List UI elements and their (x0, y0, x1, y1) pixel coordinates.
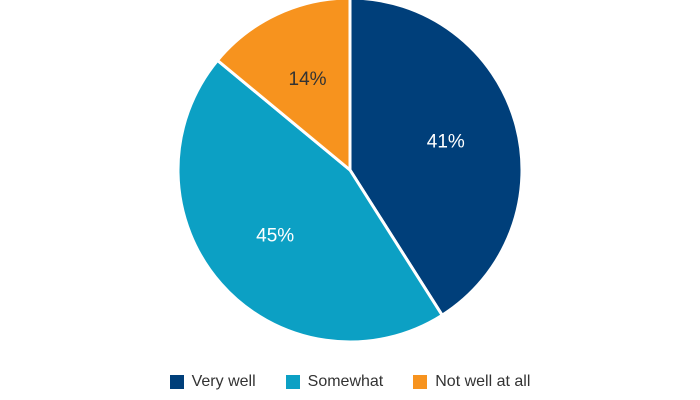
legend-item-not-well-at-all: Not well at all (413, 373, 530, 391)
pie-value-labels: 41% 45% 14% (256, 69, 465, 246)
pie-slices (176, 0, 524, 344)
legend-swatch-somewhat (285, 375, 300, 389)
pie-slice-not-well-at-all (215, 0, 352, 172)
legend-swatch-very-well (169, 375, 184, 389)
pie-slice-somewhat (176, 58, 444, 344)
legend-item-somewhat: Somewhat (285, 373, 384, 391)
legend: Very well Somewhat Not well at all (0, 373, 700, 391)
legend-label-somewhat: Somewhat (307, 373, 384, 390)
pie-value-label-not-well-at-all: 14% (289, 69, 327, 90)
legend-label-very-well: Very well (191, 373, 256, 390)
legend-swatch-not-well-at-all (413, 375, 428, 389)
legend-label-not-well-at-all: Not well at all (435, 373, 531, 390)
pie-value-label-somewhat: 45% (256, 225, 294, 246)
pie-value-label-very-well: 41% (427, 132, 465, 153)
legend-item-very-well: Very well (169, 373, 256, 391)
